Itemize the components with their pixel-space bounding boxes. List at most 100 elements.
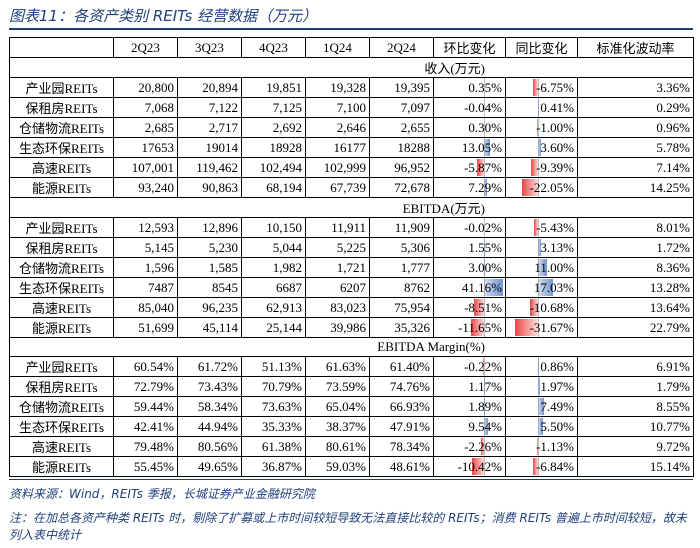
zero-axis bbox=[483, 437, 485, 456]
volatility-value: 8.01% bbox=[577, 217, 694, 238]
quarter-value: 66.93% bbox=[369, 396, 434, 417]
asset-class-label: 生态环保REITs bbox=[9, 416, 114, 437]
data-bar bbox=[537, 378, 540, 395]
volatility-value: 1.72% bbox=[577, 237, 694, 258]
change-value: -5.43% bbox=[536, 219, 574, 235]
yoy-change-cell: -1.13% bbox=[505, 436, 578, 457]
quarter-value: 93,240 bbox=[113, 177, 178, 198]
data-bar bbox=[483, 279, 504, 296]
change-value: -11.65% bbox=[458, 319, 502, 335]
quarter-value: 73.59% bbox=[305, 376, 370, 397]
section-header-row: EBITDA(万元) bbox=[9, 197, 694, 218]
table-body: 收入(万元) 产业园REITs 20,800 20,894 19,851 19,328 19… bbox=[9, 57, 694, 477]
table-row: 仓储物流REITs 59.44% 58.34% 73.63% 65.04% 66.93% 1… bbox=[9, 396, 694, 417]
quarter-value: 45,114 bbox=[177, 317, 242, 338]
quarter-value: 72,678 bbox=[369, 177, 434, 198]
zero-axis bbox=[537, 178, 539, 197]
header-cell: 3Q23 bbox=[177, 37, 242, 58]
change-value: 0.35% bbox=[468, 79, 502, 95]
change-value: 3.13% bbox=[540, 239, 574, 255]
header-cell: 环比变化 bbox=[433, 37, 506, 58]
volatility-value: 5.78% bbox=[577, 137, 694, 158]
quarter-value: 51.13% bbox=[241, 356, 306, 377]
zero-axis bbox=[483, 318, 485, 337]
quarter-value: 20,894 bbox=[177, 77, 242, 98]
change-value: 1.89% bbox=[468, 398, 502, 414]
header-row: 2Q23 3Q23 4Q23 1Q24 2Q24 环比变化 同比变化 标准化波动… bbox=[9, 37, 694, 58]
change-value: 0.41% bbox=[540, 99, 574, 115]
data-bar bbox=[537, 259, 548, 276]
table-row: 高速REITs 79.48% 80.56% 61.38% 80.61% 78.34% -2.… bbox=[9, 436, 694, 457]
yoy-change-cell: -6.75% bbox=[505, 77, 578, 98]
header-cell: 2Q23 bbox=[113, 37, 178, 58]
yoy-change-cell: 3.13% bbox=[505, 237, 578, 258]
change-value: 7.29% bbox=[468, 179, 502, 195]
quarter-value: 65.04% bbox=[305, 396, 370, 417]
quarter-value: 48.61% bbox=[369, 456, 434, 477]
change-value: -31.67% bbox=[529, 319, 574, 335]
quarter-value: 7,125 bbox=[241, 97, 306, 118]
quarter-value: 79.48% bbox=[113, 436, 178, 457]
data-bar bbox=[534, 219, 538, 236]
qoq-change-cell: 3.00% bbox=[433, 257, 506, 278]
qoq-change-cell: -0.04% bbox=[433, 97, 506, 118]
asset-class-label: 高速REITs bbox=[9, 436, 114, 457]
change-value: -1.13% bbox=[536, 438, 574, 454]
quarter-value: 102,494 bbox=[241, 157, 306, 178]
change-value: -0.04% bbox=[464, 99, 502, 115]
quarter-value: 39,986 bbox=[305, 317, 370, 338]
data-bar bbox=[531, 159, 538, 176]
data-bar bbox=[522, 179, 538, 196]
data-bar bbox=[537, 438, 538, 455]
volatility-value: 14.25% bbox=[577, 177, 694, 198]
zero-axis bbox=[483, 118, 485, 137]
yoy-change-cell: 17.03% bbox=[505, 277, 578, 298]
quarter-value: 85,040 bbox=[113, 297, 178, 318]
data-bar bbox=[474, 299, 484, 316]
change-value: -1.00% bbox=[536, 119, 574, 135]
zero-axis bbox=[537, 218, 539, 237]
asset-class-label: 生态环保REITs bbox=[9, 277, 114, 298]
header-cell: 同比变化 bbox=[505, 37, 578, 58]
data-bar bbox=[537, 139, 542, 156]
qoq-change-cell: -2.26% bbox=[433, 436, 506, 457]
change-value: -8.51% bbox=[464, 299, 502, 315]
quarter-value: 75,954 bbox=[369, 297, 434, 318]
change-value: -6.84% bbox=[536, 458, 574, 474]
asset-class-label: 高速REITs bbox=[9, 157, 114, 178]
quarter-value: 6207 bbox=[305, 277, 370, 298]
quarter-value: 80.61% bbox=[305, 436, 370, 457]
quarter-value: 1,585 bbox=[177, 257, 242, 278]
qoq-change-cell: 1.55% bbox=[433, 237, 506, 258]
quarter-value: 5,044 bbox=[241, 237, 306, 258]
data-bar bbox=[537, 239, 541, 256]
quarter-value: 11,909 bbox=[369, 217, 434, 238]
change-value: 0.30% bbox=[468, 119, 502, 135]
qoq-change-cell: 9.54% bbox=[433, 416, 506, 437]
quarter-value: 20,800 bbox=[113, 77, 178, 98]
quarter-value: 61.63% bbox=[305, 356, 370, 377]
quarter-value: 59.44% bbox=[113, 396, 178, 417]
figure-title: 图表11：各资产类别 REITs 经营数据（万元） bbox=[9, 7, 318, 25]
table-row: 仓储物流REITs 1,596 1,585 1,982 1,721 1,777 3.00% 1… bbox=[9, 257, 694, 278]
table-row: 能源REITs 51,699 45,114 25,144 39,986 35,326 -11… bbox=[9, 317, 694, 338]
yoy-change-cell: 0.86% bbox=[505, 356, 578, 377]
quarter-value: 7487 bbox=[113, 277, 178, 298]
change-value: 17.03% bbox=[533, 279, 574, 295]
quarter-value: 78.34% bbox=[369, 436, 434, 457]
quarter-value: 70.79% bbox=[241, 376, 306, 397]
change-value: 11.00% bbox=[534, 259, 574, 275]
title-divider bbox=[9, 28, 693, 30]
qoq-change-cell: -10.42% bbox=[433, 456, 506, 477]
quarter-value: 10,150 bbox=[241, 217, 306, 238]
yoy-change-cell: -9.39% bbox=[505, 157, 578, 178]
quarter-value: 107,001 bbox=[113, 157, 178, 178]
quarter-value: 12,593 bbox=[113, 217, 178, 238]
quarter-value: 5,225 bbox=[305, 237, 370, 258]
asset-class-label: 仓储物流REITs bbox=[9, 257, 114, 278]
quarter-value: 55.45% bbox=[113, 456, 178, 477]
quarter-value: 16177 bbox=[305, 137, 370, 158]
volatility-value: 13.64% bbox=[577, 297, 694, 318]
quarter-value: 19,851 bbox=[241, 77, 306, 98]
volatility-value: 13.28% bbox=[577, 277, 694, 298]
